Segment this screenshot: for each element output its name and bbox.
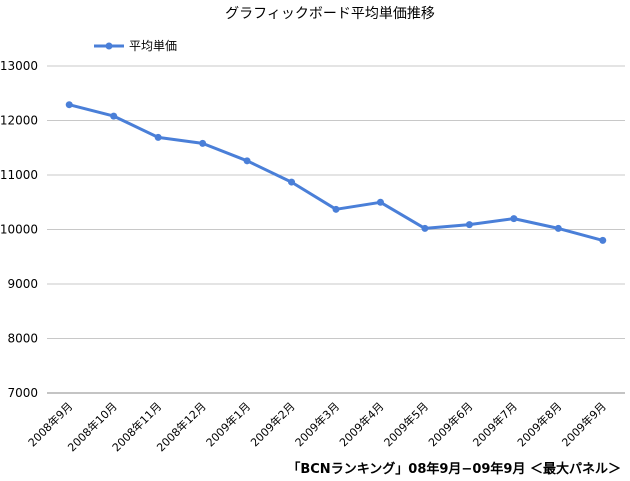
x-tick-label: 2009年3月	[292, 399, 342, 449]
data-point	[332, 205, 340, 213]
x-tick-label: 2009年4月	[336, 399, 386, 449]
data-point	[421, 224, 429, 232]
data-point	[599, 236, 607, 244]
data-point	[288, 178, 296, 186]
data-point	[65, 101, 73, 109]
legend-marker	[105, 42, 113, 50]
x-axis-ticks: 2008年9月2008年10月2008年11月2008年12月2009年1月20…	[25, 399, 609, 454]
data-point	[554, 224, 562, 232]
legend-label: 平均単価	[129, 39, 177, 53]
x-tick-label: 2009年2月	[247, 399, 297, 449]
x-tick-label: 2009年7月	[470, 399, 520, 449]
y-tick-label: 12000	[0, 114, 38, 128]
data-point	[243, 157, 251, 165]
y-tick-label: 8000	[7, 332, 38, 346]
data-point	[154, 133, 162, 141]
y-tick-label: 11000	[0, 168, 38, 182]
x-tick-label: 2009年1月	[203, 399, 253, 449]
x-tick-label: 2009年8月	[514, 399, 564, 449]
y-tick-label: 7000	[7, 386, 38, 400]
chart-footer-note: 「BCNランキング」08年9月−09年9月 ＜最大パネル＞	[287, 461, 621, 477]
data-point	[465, 221, 473, 229]
gridlines	[47, 65, 625, 394]
y-axis-ticks: 13000 12000 11000 10000 9000 8000 7000	[0, 59, 38, 400]
series-line	[65, 101, 607, 244]
data-point	[510, 215, 518, 223]
series-polyline	[68, 103, 604, 242]
legend: 平均単価	[94, 39, 177, 53]
data-point	[376, 198, 384, 206]
chart-title: グラフィックボード平均単価推移	[225, 6, 435, 22]
data-point	[199, 139, 207, 147]
x-tick-label: 2009年5月	[381, 399, 431, 449]
x-tick-label: 2009年9月	[559, 399, 609, 449]
y-tick-label: 9000	[7, 277, 38, 291]
data-point	[110, 112, 118, 120]
y-tick-label: 13000	[0, 59, 38, 73]
x-tick-label: 2009年6月	[425, 399, 475, 449]
y-tick-label: 10000	[0, 223, 38, 237]
